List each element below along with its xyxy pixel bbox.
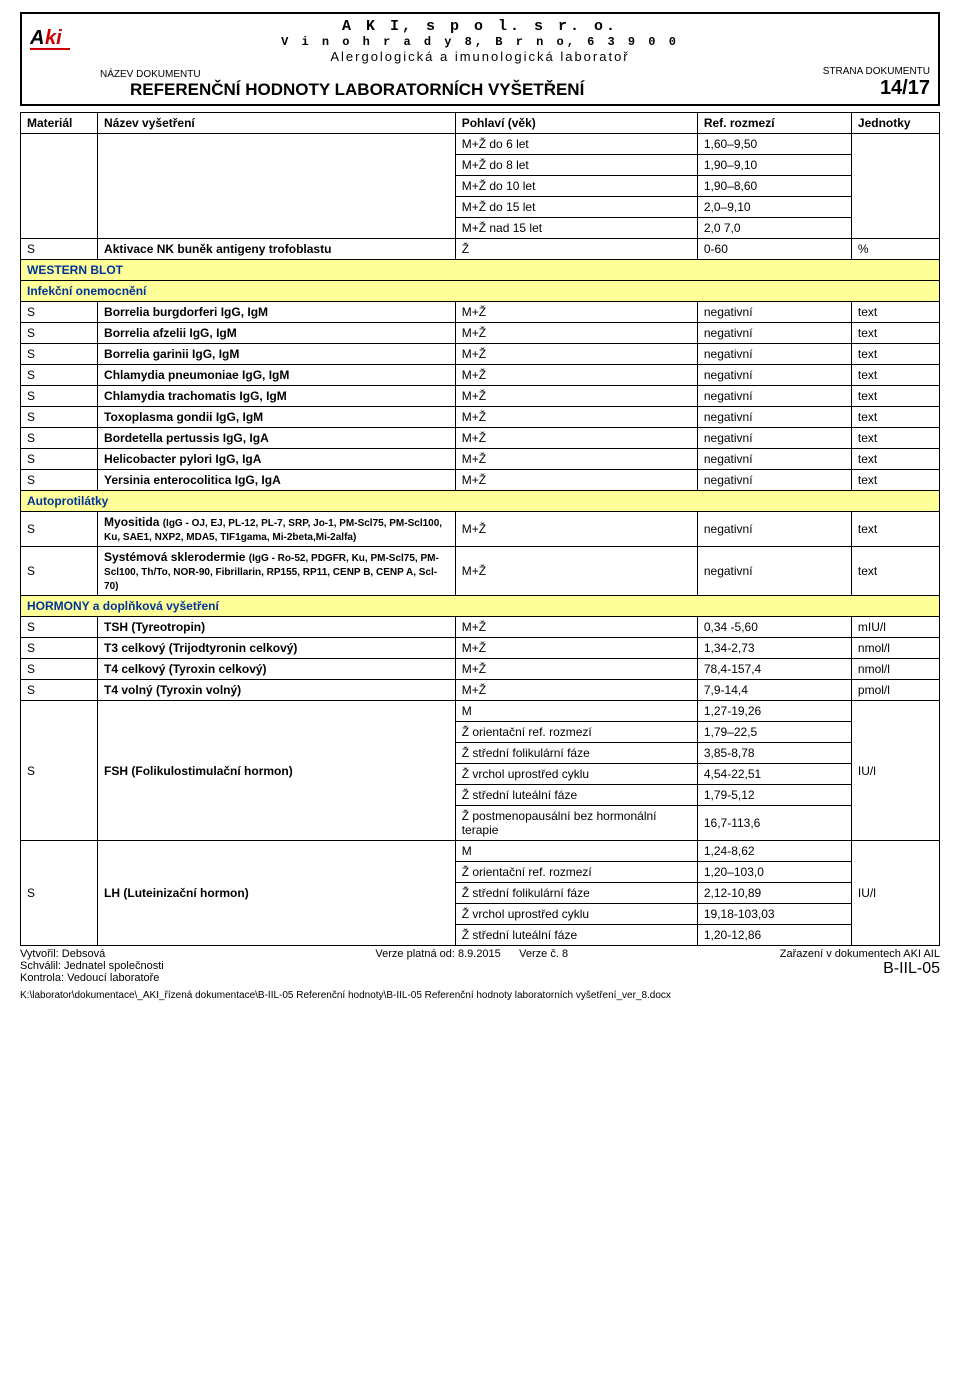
footer-right: Zařazení v dokumentech AKI AIL B-IIL-05 [780, 948, 940, 984]
table-row: M+Ž do 6 let 1,60–9,50 [21, 134, 940, 155]
table-row: STSH (Tyreotropin)M+Ž0,34 -5,60mIU/l [21, 617, 940, 638]
logo: A ki [30, 24, 90, 54]
header-row: Materiál Název vyšetření Pohlaví (věk) R… [21, 113, 940, 134]
table-row: SChlamydia pneumoniae IgG, IgMM+Žnegativ… [21, 365, 940, 386]
header: A ki A K I, s p o l. s r. o. V i n o h r… [30, 18, 930, 102]
svg-text:ki: ki [45, 27, 62, 49]
table-row: S Myositida (IgG - OJ, EJ, PL-12, PL-7, … [21, 512, 940, 547]
table-row: S Systémová sklerodermie (IgG - Ro-52, P… [21, 547, 940, 596]
table-row: SBorrelia afzelii IgG, IgMM+Žnegativníte… [21, 323, 940, 344]
table-row: ST3 celkový (Trijodtyronin celkový)M+Ž1,… [21, 638, 940, 659]
section-infection: Infekční onemocnění [21, 281, 940, 302]
doc-name-label: NÁZEV DOKUMENTU [30, 69, 584, 80]
table-row: SBorrelia burgdorferi IgG, IgMM+Žnegativ… [21, 302, 940, 323]
table-row: ST4 volný (Tyroxin volný)M+Ž7,9-14,4pmol… [21, 680, 940, 701]
reference-table: Materiál Název vyšetření Pohlaví (věk) R… [20, 112, 940, 946]
footer-mid: Verze platná od: 8.9.2015 Verze č. 8 [164, 948, 780, 984]
table-row: SChlamydia trachomatis IgG, IgMM+Žnegati… [21, 386, 940, 407]
footer-left: Vytvořil: Debsová Schválil: Jednatel spo… [20, 948, 164, 984]
section-hormones: HORMONY a doplňková vyšetření [21, 596, 940, 617]
company-name: A K I, s p o l. s r. o. [30, 18, 930, 35]
table-row: SToxoplasma gondii IgG, IgMM+Žnegativnít… [21, 407, 940, 428]
table-row: S FSH (Folikulostimulační hormon) M1,27-… [21, 701, 940, 722]
company-address: V i n o h r a d y 8, B r n o, 6 3 9 0 0 [30, 35, 930, 49]
lab-name: Alergologická a imunologická laboratoř [30, 49, 930, 64]
page-number: 14/17 [823, 77, 930, 100]
file-path: K:\laborator\dokumentace\_AKI_řízená dok… [20, 990, 940, 1001]
table-row: SHelicobacter pylori IgG, IgAM+Žnegativn… [21, 449, 940, 470]
table-row: SBordetella pertussis IgG, IgAM+Žnegativ… [21, 428, 940, 449]
document-frame: A ki A K I, s p o l. s r. o. V i n o h r… [20, 12, 940, 106]
svg-text:A: A [30, 27, 44, 49]
table-row: SYersinia enterocolitica IgG, IgAM+Žnega… [21, 470, 940, 491]
table-row: ST4 celkový (Tyroxin celkový)M+Ž78,4-157… [21, 659, 940, 680]
table-row: SBorrelia garinii IgG, IgMM+Žnegativníte… [21, 344, 940, 365]
section-auto: Autoprotilátky [21, 491, 940, 512]
doc-title: REFERENČNÍ HODNOTY LABORATORNÍCH VYŠETŘE… [30, 80, 584, 100]
table-row: S LH (Luteinizační hormon) M1,24-8,62 IU… [21, 841, 940, 862]
section-western: WESTERN BLOT [21, 260, 940, 281]
footer: Vytvořil: Debsová Schválil: Jednatel spo… [20, 948, 940, 984]
page-label: STRANA DOKUMENTU [823, 66, 930, 77]
table-row: S Aktivace NK buněk antigeny trofoblastu… [21, 239, 940, 260]
